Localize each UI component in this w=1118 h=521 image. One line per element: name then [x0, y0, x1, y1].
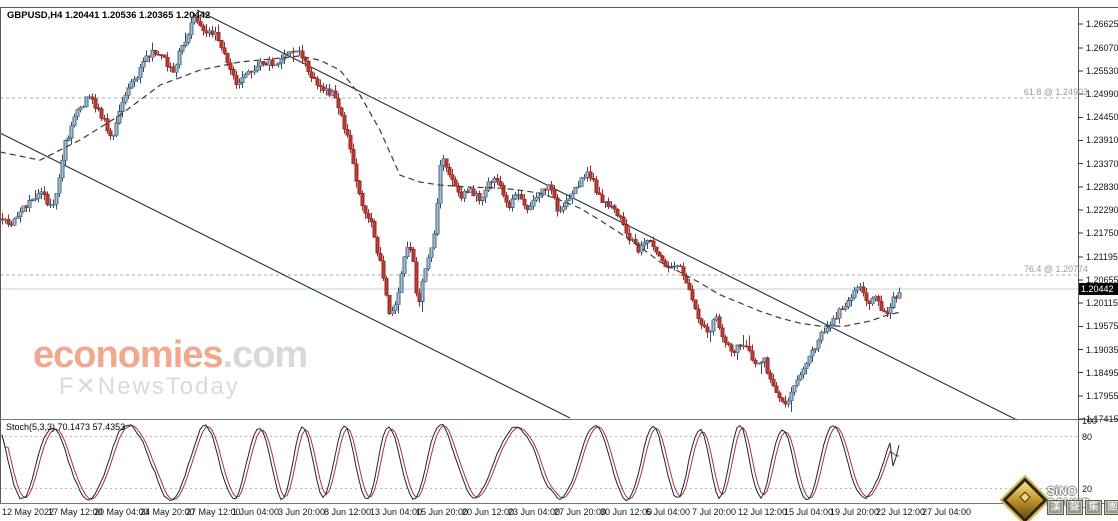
price-tick-label: 1.26625 — [1086, 19, 1118, 29]
stoch-level-label: 80 — [1082, 431, 1093, 442]
time-axis-label: 12 Jul 12:00 — [738, 507, 788, 517]
time-axis-label: 15 Jun 20:00 — [416, 507, 469, 517]
stoch-k-line — [1, 423, 900, 502]
candlestick-series[interactable] — [0, 13, 902, 413]
fib-level-label: 76.4 @ 1.20774 — [1023, 263, 1088, 274]
watermark: economies.com F✕NewsToday — [33, 334, 309, 400]
fib-level-label: 61.8 @ 1.24903 — [1023, 86, 1088, 97]
time-axis-label: 19 Jul 20:00 — [830, 507, 880, 517]
logo-chinese-char: 團 — [1104, 500, 1118, 515]
watermark-brand-line: economies.com — [33, 334, 309, 376]
stoch-d-line — [1, 424, 900, 500]
time-axis-label: 17 May 12:00 — [48, 507, 103, 517]
watermark-suffix: .com — [222, 334, 309, 376]
price-tick-label: 1.22290 — [1086, 204, 1118, 215]
sino-sound-diamond-icon — [1002, 477, 1048, 521]
price-tick-label: 1.21750 — [1086, 228, 1118, 239]
price-tick-label: 1.23910 — [1086, 135, 1118, 146]
time-axis-label: 30 Jun 12:00 — [600, 507, 653, 517]
symbol-ohlc-title: GBPUSD,H4 1.20441 1.20536 1.20365 1.2044… — [7, 10, 211, 21]
current-price-badge: 1.20442 — [1079, 283, 1118, 296]
time-axis-label: 13 Jun 04:00 — [370, 507, 423, 517]
logo-chinese-char: 漢 — [1047, 500, 1064, 515]
moving-average-line[interactable] — [0, 55, 901, 327]
watermark-tagline: F✕NewsToday — [59, 373, 240, 400]
time-axis-label: 12 May 2022 — [2, 507, 55, 517]
time-axis-label: 27 May 12:00 — [186, 507, 241, 517]
time-axis-label: 24 May 20:00 — [140, 507, 195, 517]
price-tick-label: 1.19035 — [1086, 344, 1118, 355]
price-tick-label: 1.18495 — [1086, 367, 1118, 378]
time-axis-label: 20 Jun 12:00 — [462, 507, 515, 517]
time-axis-label: 7 Jul 20:00 — [692, 507, 737, 517]
price-tick-label: 1.21195 — [1086, 251, 1118, 262]
time-axis-label: 5 Jul 04:00 — [646, 507, 691, 517]
price-tick-label: 1.25530 — [1086, 65, 1118, 76]
price-tick-label: 1.19575 — [1086, 321, 1118, 332]
logo-chinese-char: 集 — [1085, 500, 1102, 515]
time-axis-label: 27 Jul 04:00 — [922, 507, 972, 517]
time-axis-label: 20 May 04:00 — [94, 507, 149, 517]
price-tick-label: 1.23370 — [1086, 158, 1118, 169]
stochastic-indicator-label: Stoch(5,3,3) 70.1473 57.4353 — [6, 422, 126, 432]
time-axis-label: 23 Jun 04:00 — [508, 507, 561, 517]
stoch-level-label: 20 — [1082, 483, 1093, 494]
time-axis-label: 1 Jun 04:00 — [232, 507, 280, 517]
watermark-brand: economies — [33, 334, 224, 376]
time-axis-label: 27 Jun 20:00 — [554, 507, 607, 517]
price-tick-label: 1.24450 — [1086, 112, 1118, 123]
time-axis-label: 3 Jun 20:00 — [278, 507, 326, 517]
descending-trendline[interactable] — [196, 9, 1018, 421]
price-tick-label: 1.22830 — [1086, 181, 1118, 192]
price-tick-label: 1.24990 — [1086, 89, 1118, 100]
price-tick-label: 1.17415 — [1086, 414, 1118, 424]
price-tick-label: 1.17955 — [1086, 390, 1118, 401]
logo-chinese-char: 聲 — [1066, 500, 1083, 515]
time-axis-label: 15 Jul 04:00 — [784, 507, 834, 517]
price-tick-label: 1.20115 — [1086, 298, 1118, 309]
stoch-level-label: 100 — [1082, 416, 1098, 426]
price-tick-label: 1.20655 — [1086, 275, 1118, 286]
price-tick-label: 1.26070 — [1086, 42, 1118, 53]
time-axis-label: 22 Jul 12:00 — [876, 507, 926, 517]
descending-trendline[interactable] — [0, 132, 571, 419]
sino-sound-diamond-core — [1019, 491, 1031, 503]
sino-sound-chinese-text: 漢聲集團 — [1047, 500, 1118, 515]
time-axis-label: 8 Jun 12:00 — [324, 507, 372, 517]
